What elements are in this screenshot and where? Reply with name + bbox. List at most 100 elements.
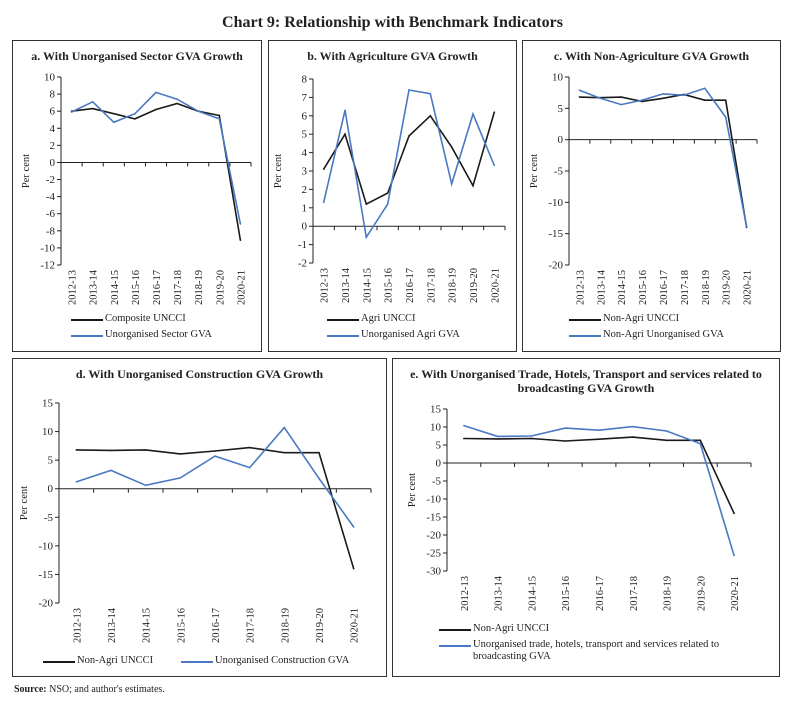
data-point: [665, 439, 668, 442]
legend-swatch: [181, 661, 213, 663]
x-tick-label: 2012-13: [72, 608, 83, 643]
x-tick-label: 2013-14: [89, 269, 100, 305]
data-point: [322, 168, 325, 170]
data-point: [450, 183, 453, 185]
data-point: [248, 446, 251, 449]
y-tick-label: -1: [298, 239, 307, 251]
data-point: [218, 118, 221, 120]
y-tick-label: -8: [46, 225, 56, 237]
series-line-2: [322, 89, 496, 240]
data-point: [598, 438, 600, 441]
data-point: [620, 96, 623, 98]
data-point: [214, 455, 216, 457]
y-tick-label: -4: [46, 191, 56, 203]
series-line-2: [579, 87, 748, 227]
data-point: [352, 567, 355, 570]
legend-swatch: [43, 661, 75, 663]
data-point: [386, 203, 389, 205]
data-point: [699, 442, 702, 445]
source-text: NSO; and author's estimates.: [49, 684, 165, 695]
y-tick-label: 0: [48, 483, 54, 495]
plot-area: 10 8 6 4 2 0 -2 -4 -6 -8 -10 -12 2012-13 2013-14 2014-…: [21, 72, 252, 305]
x-tick-label: 2014-15: [142, 608, 153, 643]
source-label: Source:: [14, 684, 47, 695]
data-point: [733, 554, 735, 557]
x-tick-label: 2018-19: [194, 270, 205, 305]
legend-swatch: [71, 335, 103, 337]
data-point: [724, 116, 727, 118]
y-tick-label: -20: [38, 598, 53, 610]
data-point: [496, 438, 499, 440]
legend-swatch: [439, 629, 471, 631]
data-point: [134, 112, 136, 115]
y-tick-label: 0: [50, 157, 56, 169]
y-tick-label: 15: [42, 398, 54, 410]
chart-panel-a: a. With Unorganised Sector GVA Growth 10 8…: [12, 40, 262, 352]
data-point: [176, 98, 178, 101]
x-tick-label: 2016-17: [659, 270, 670, 305]
legend-label: Non-Agri UNCCI: [473, 623, 550, 634]
legend-label: Unorganised Construction GVA: [215, 655, 350, 666]
data-point: [179, 477, 182, 479]
x-tick-label: 2018-19: [663, 576, 674, 611]
x-tick-label: 2014-15: [362, 268, 373, 303]
x-tick-label: 2015-16: [638, 270, 649, 305]
data-point: [564, 440, 567, 442]
x-tick-label: 2017-18: [629, 576, 640, 611]
y-tick-label: -10: [548, 197, 563, 209]
y-tick-label: 15: [430, 404, 442, 416]
y-tick-label: -6: [46, 208, 56, 220]
data-point: [283, 451, 286, 454]
data-point: [429, 115, 432, 117]
x-tick-label: 2020-21: [730, 576, 741, 611]
x-tick-label: 2013-14: [107, 607, 118, 643]
data-point: [472, 113, 474, 115]
data-point: [662, 93, 664, 95]
legend-label: Non-Agri Unorganised GVA: [603, 329, 724, 340]
series-line-2: [463, 424, 735, 556]
data-point: [179, 453, 182, 455]
data-point: [322, 201, 325, 204]
legend-label: Unorganised Agri GVA: [361, 329, 460, 340]
y-tick-label: -5: [44, 512, 54, 524]
y-tick-label: -10: [40, 242, 55, 254]
y-tick-label: 0: [436, 458, 442, 470]
x-tick-label: 2020-21: [490, 268, 501, 303]
data-point: [144, 484, 147, 487]
legend-label: Non-Agri UNCCI: [77, 655, 154, 666]
x-tick-label: 2015-16: [384, 268, 395, 303]
legend-swatch: [71, 319, 103, 321]
y-tick-label: 4: [302, 147, 308, 159]
data-point: [683, 94, 685, 96]
plot-area: 8 7 6 5 4 3 2 1 0 -1 -2 2012-13 2013-14 2014-15 2015-1…: [273, 74, 506, 303]
x-tick-label: 2012-13: [575, 270, 586, 305]
data-point: [91, 100, 94, 103]
source-note: Source: NSO; and author's estimates.: [14, 684, 165, 695]
data-point: [365, 236, 368, 239]
y-axis-label: Per cent: [19, 486, 30, 520]
y-tick-label: -30: [426, 566, 441, 578]
y-tick-label: -25: [426, 548, 441, 560]
x-tick-label: 2014-15: [110, 270, 121, 305]
series-line-1: [71, 102, 242, 241]
data-point: [429, 92, 432, 95]
legend-label: Composite UNCCI: [105, 313, 186, 324]
x-tick-label: 2015-16: [176, 608, 187, 643]
x-tick-label: 2013-14: [341, 267, 352, 303]
y-tick-label: 8: [50, 89, 56, 101]
y-tick-label: 6: [50, 106, 56, 118]
x-tick-label: 2015-16: [561, 576, 572, 611]
data-point: [724, 99, 727, 101]
y-tick-label: 5: [48, 455, 54, 467]
legend-label: Non-Agri UNCCI: [603, 313, 680, 324]
x-tick-label: 2020-21: [350, 608, 361, 643]
legend-label: Unorganised trade, hotels, transport and…: [473, 639, 720, 662]
x-tick-label: 2018-19: [701, 270, 712, 305]
data-point: [218, 114, 221, 117]
main-title: Chart 9: Relationship with Benchmark Ind…: [222, 14, 563, 31]
data-point: [463, 437, 465, 440]
x-tick-label: 2016-17: [211, 608, 222, 643]
data-point: [578, 96, 581, 98]
y-tick-label: 5: [558, 103, 564, 115]
